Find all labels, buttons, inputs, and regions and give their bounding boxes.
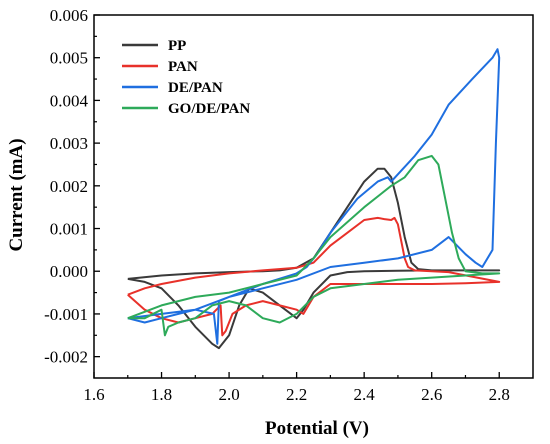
series-line-de-pan — [127, 48, 501, 345]
x-axis-title: Potential (V) — [265, 418, 369, 439]
series-line-pan — [127, 216, 501, 337]
y-axis-title: Current (mA) — [6, 138, 27, 251]
x-tick-label: 2.0 — [218, 385, 239, 404]
x-tick-label: 2.6 — [421, 385, 442, 404]
x-tick-label: 2.4 — [354, 385, 376, 404]
plot-frame — [93, 14, 534, 379]
x-tick-label: 1.6 — [83, 385, 104, 404]
y-tick-label: 0.003 — [50, 134, 88, 153]
legend-label: GO/DE/PAN — [168, 101, 250, 117]
y-tick-label: -0.001 — [44, 305, 88, 324]
legend-label: PAN — [168, 59, 198, 75]
x-tick-label: 1.8 — [151, 385, 172, 404]
y-tick-label: -0.002 — [44, 348, 88, 367]
series-layer — [127, 48, 501, 350]
y-tick-label: 0.005 — [50, 49, 88, 68]
legend-label: DE/PAN — [168, 80, 223, 96]
y-tick-label: 0.000 — [50, 262, 88, 281]
y-tick-label: 0.001 — [50, 220, 88, 239]
y-tick-label: 0.004 — [50, 91, 89, 110]
axis-layer: 1.6 1.8 2.0 2.2 2.4 2.6 2.8 -0.002 -0.001 0.000 0.… — [44, 6, 510, 404]
legend: PP PAN DE/PAN GO/DE/PAN — [122, 38, 250, 117]
y-tick-label: 0.002 — [50, 177, 88, 196]
series-line-go-de-pan — [127, 154, 501, 337]
y-tick-label: 0.006 — [50, 6, 88, 25]
legend-label: PP — [168, 38, 186, 54]
x-tick-label: 2.8 — [489, 385, 510, 404]
x-tick-label: 2.2 — [286, 385, 307, 404]
